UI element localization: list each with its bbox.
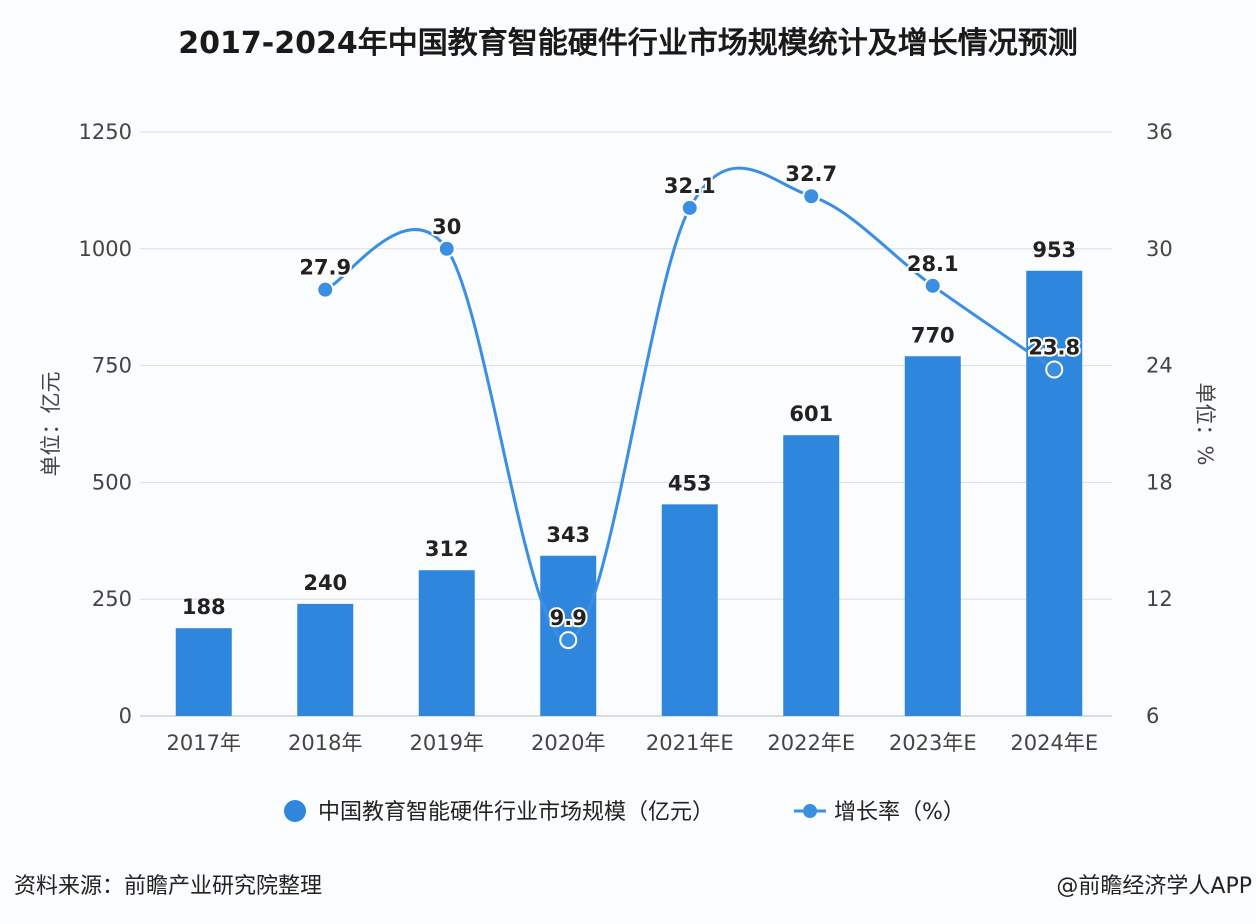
- growth-value-label: 9.9: [550, 606, 587, 630]
- y2-axis-title: 单位：%: [1193, 383, 1217, 466]
- y2-tick-label: 12: [1146, 587, 1173, 611]
- y-axis-title: 单位：亿元: [39, 372, 63, 477]
- growth-value-label: 28.1: [907, 252, 959, 276]
- legend-bar-swatch: [284, 800, 306, 822]
- x-tick-label: 2020年: [531, 731, 605, 755]
- bar: [418, 570, 475, 716]
- growth-point: [1045, 360, 1064, 379]
- y-tick-label: 750: [92, 354, 132, 378]
- x-tick-label: 2018年: [288, 731, 362, 755]
- growth-value-label: 32.7: [785, 162, 837, 186]
- bar-value-label: 953: [1032, 238, 1076, 262]
- legend-line-marker: [803, 804, 817, 818]
- x-tick-label: 2022年E: [767, 731, 855, 755]
- bar: [783, 435, 840, 716]
- x-tick-label: 2019年: [410, 731, 484, 755]
- growth-point: [559, 631, 578, 650]
- growth-value-label: 23.8: [1028, 335, 1080, 359]
- growth-value-label: 27.9: [299, 256, 351, 280]
- growth-point: [923, 276, 942, 295]
- growth-point: [316, 280, 335, 299]
- legend-line-label: 增长率（%）: [834, 800, 965, 825]
- growth-point: [680, 198, 699, 217]
- x-tick-label: 2021年E: [646, 731, 734, 755]
- bar-value-label: 770: [911, 323, 955, 347]
- bar-value-label: 312: [425, 537, 469, 561]
- y-tick-label: 1250: [79, 120, 132, 144]
- bar: [175, 628, 232, 716]
- y2-tick-label: 36: [1146, 120, 1173, 144]
- y2-tick-label: 18: [1146, 470, 1173, 494]
- bar-value-label: 188: [182, 595, 226, 619]
- growth-point: [437, 239, 456, 258]
- growth-value-label: 30: [432, 215, 461, 239]
- chart-title: 2017-2024年中国教育智能硬件行业市场规模统计及增长情况预测: [178, 26, 1078, 61]
- x-tick-label: 2024年E: [1010, 731, 1098, 755]
- bar-value-label: 343: [546, 523, 590, 547]
- y-tick-label: 0: [119, 704, 132, 728]
- bar: [904, 356, 961, 716]
- bar-value-label: 453: [668, 471, 712, 495]
- y-tick-label: 1000: [79, 237, 132, 261]
- bar: [297, 603, 354, 716]
- y2-tick-label: 24: [1146, 354, 1173, 378]
- x-tick-label: 2017年: [167, 731, 241, 755]
- source-note: 资料来源：前瞻产业研究院整理: [14, 874, 323, 899]
- y-tick-label: 250: [92, 587, 132, 611]
- x-tick-label: 2023年E: [889, 731, 977, 755]
- bar: [1026, 270, 1083, 716]
- bar-value-label: 240: [303, 571, 347, 595]
- y2-tick-label: 6: [1146, 704, 1159, 728]
- y-tick-label: 500: [92, 470, 132, 494]
- legend-bar-label: 中国教育智能硬件行业市场规模（亿元）: [318, 800, 714, 825]
- bar-value-label: 601: [789, 402, 833, 426]
- bar: [661, 504, 718, 716]
- growth-value-label: 32.1: [664, 174, 716, 198]
- credit: @前瞻经济学人APP: [1056, 874, 1252, 899]
- y2-tick-label: 30: [1146, 237, 1173, 261]
- growth-point: [802, 187, 821, 206]
